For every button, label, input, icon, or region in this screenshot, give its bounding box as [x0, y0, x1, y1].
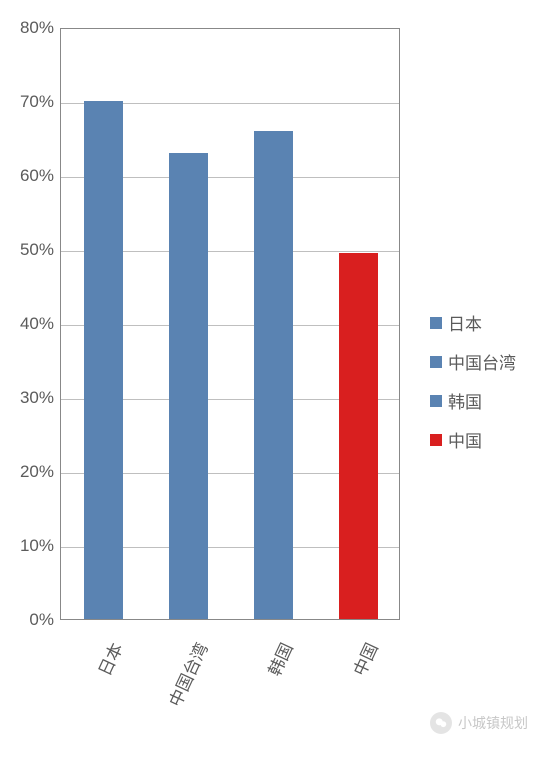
- watermark-text: 小城镇规划: [458, 713, 528, 733]
- bar: [169, 153, 208, 619]
- y-tick-label: 0%: [0, 610, 54, 630]
- bar: [339, 253, 378, 619]
- bar: [254, 131, 293, 619]
- y-tick-label: 80%: [0, 18, 54, 38]
- legend-swatch: [430, 356, 442, 368]
- y-tick-label: 40%: [0, 314, 54, 334]
- wechat-icon: [430, 712, 452, 734]
- y-tick-label: 50%: [0, 240, 54, 260]
- legend-item: 韩国: [430, 388, 516, 413]
- x-tick-label: 日本: [90, 638, 127, 679]
- legend-item: 日本: [430, 310, 516, 335]
- watermark: 小城镇规划: [430, 712, 528, 734]
- legend-label: 中国台湾: [448, 349, 516, 374]
- wechat-glyph: [434, 716, 448, 730]
- x-tick-label: 韩国: [260, 638, 297, 679]
- legend: 日本中国台湾韩国中国: [430, 310, 516, 466]
- x-tick-label: 中国: [345, 638, 382, 679]
- x-tick-label: 中国台湾: [161, 638, 212, 710]
- legend-swatch: [430, 317, 442, 329]
- y-tick-label: 10%: [0, 536, 54, 556]
- y-tick-label: 60%: [0, 166, 54, 186]
- legend-swatch: [430, 395, 442, 407]
- legend-label: 韩国: [448, 388, 482, 413]
- y-tick-label: 20%: [0, 462, 54, 482]
- bar: [84, 101, 123, 619]
- legend-item: 中国: [430, 427, 516, 452]
- legend-label: 中国: [448, 427, 482, 452]
- y-tick-label: 70%: [0, 92, 54, 112]
- chart-stage: 日本中国台湾韩国中国 小城镇规划 0%10%20%30%40%50%60%70%…: [0, 0, 548, 767]
- plot-area: [60, 28, 400, 620]
- legend-swatch: [430, 434, 442, 446]
- y-tick-label: 30%: [0, 388, 54, 408]
- legend-item: 中国台湾: [430, 349, 516, 374]
- legend-label: 日本: [448, 310, 482, 335]
